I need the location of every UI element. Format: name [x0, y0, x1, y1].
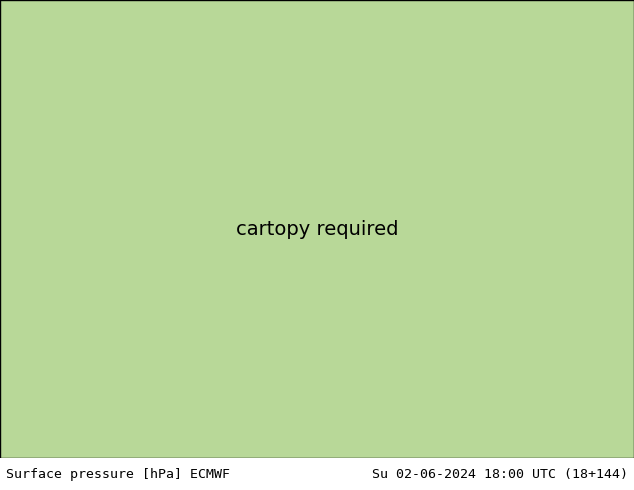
Text: cartopy required: cartopy required	[236, 220, 398, 239]
Text: Su 02-06-2024 18:00 UTC (18+144): Su 02-06-2024 18:00 UTC (18+144)	[372, 467, 628, 481]
Text: Surface pressure [hPa] ECMWF: Surface pressure [hPa] ECMWF	[6, 467, 230, 481]
